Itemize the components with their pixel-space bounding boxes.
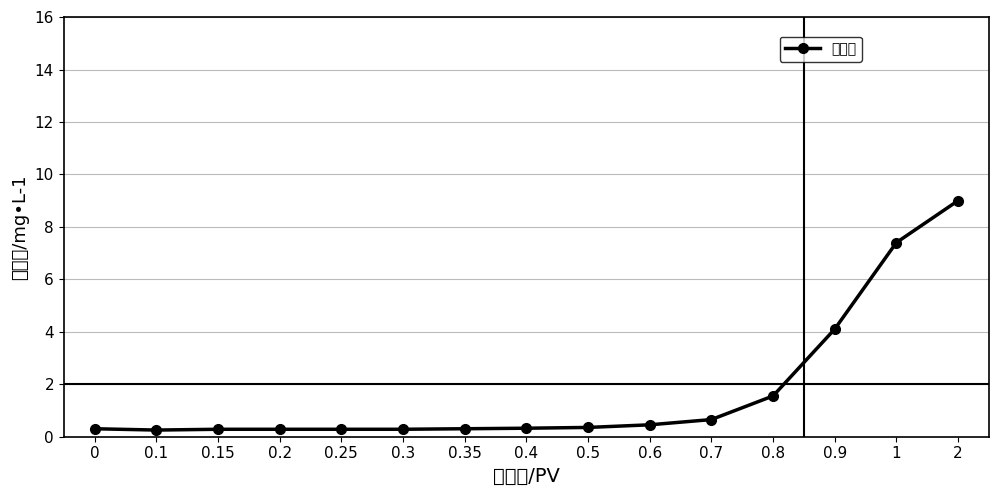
出砂量 — [335, 426, 347, 432]
出砂量 — [644, 422, 656, 428]
出砂量 — [952, 198, 964, 204]
出砂量 — [89, 426, 101, 432]
出砂量 — [767, 393, 779, 399]
出砂量 — [582, 424, 594, 430]
出砂量 — [212, 426, 224, 432]
出砂量 — [705, 416, 717, 422]
X-axis label: 注入量/PV: 注入量/PV — [493, 467, 560, 486]
出砂量 — [520, 425, 532, 431]
Legend: 出砂量: 出砂量 — [780, 37, 862, 62]
Line: 出砂量: 出砂量 — [90, 196, 963, 435]
出砂量 — [890, 240, 902, 246]
出砂量 — [150, 427, 162, 433]
Y-axis label: 出砂量/mg•L-1: 出砂量/mg•L-1 — [11, 174, 29, 280]
出砂量 — [397, 426, 409, 432]
出砂量 — [829, 326, 841, 332]
出砂量 — [274, 426, 286, 432]
出砂量 — [459, 426, 471, 432]
